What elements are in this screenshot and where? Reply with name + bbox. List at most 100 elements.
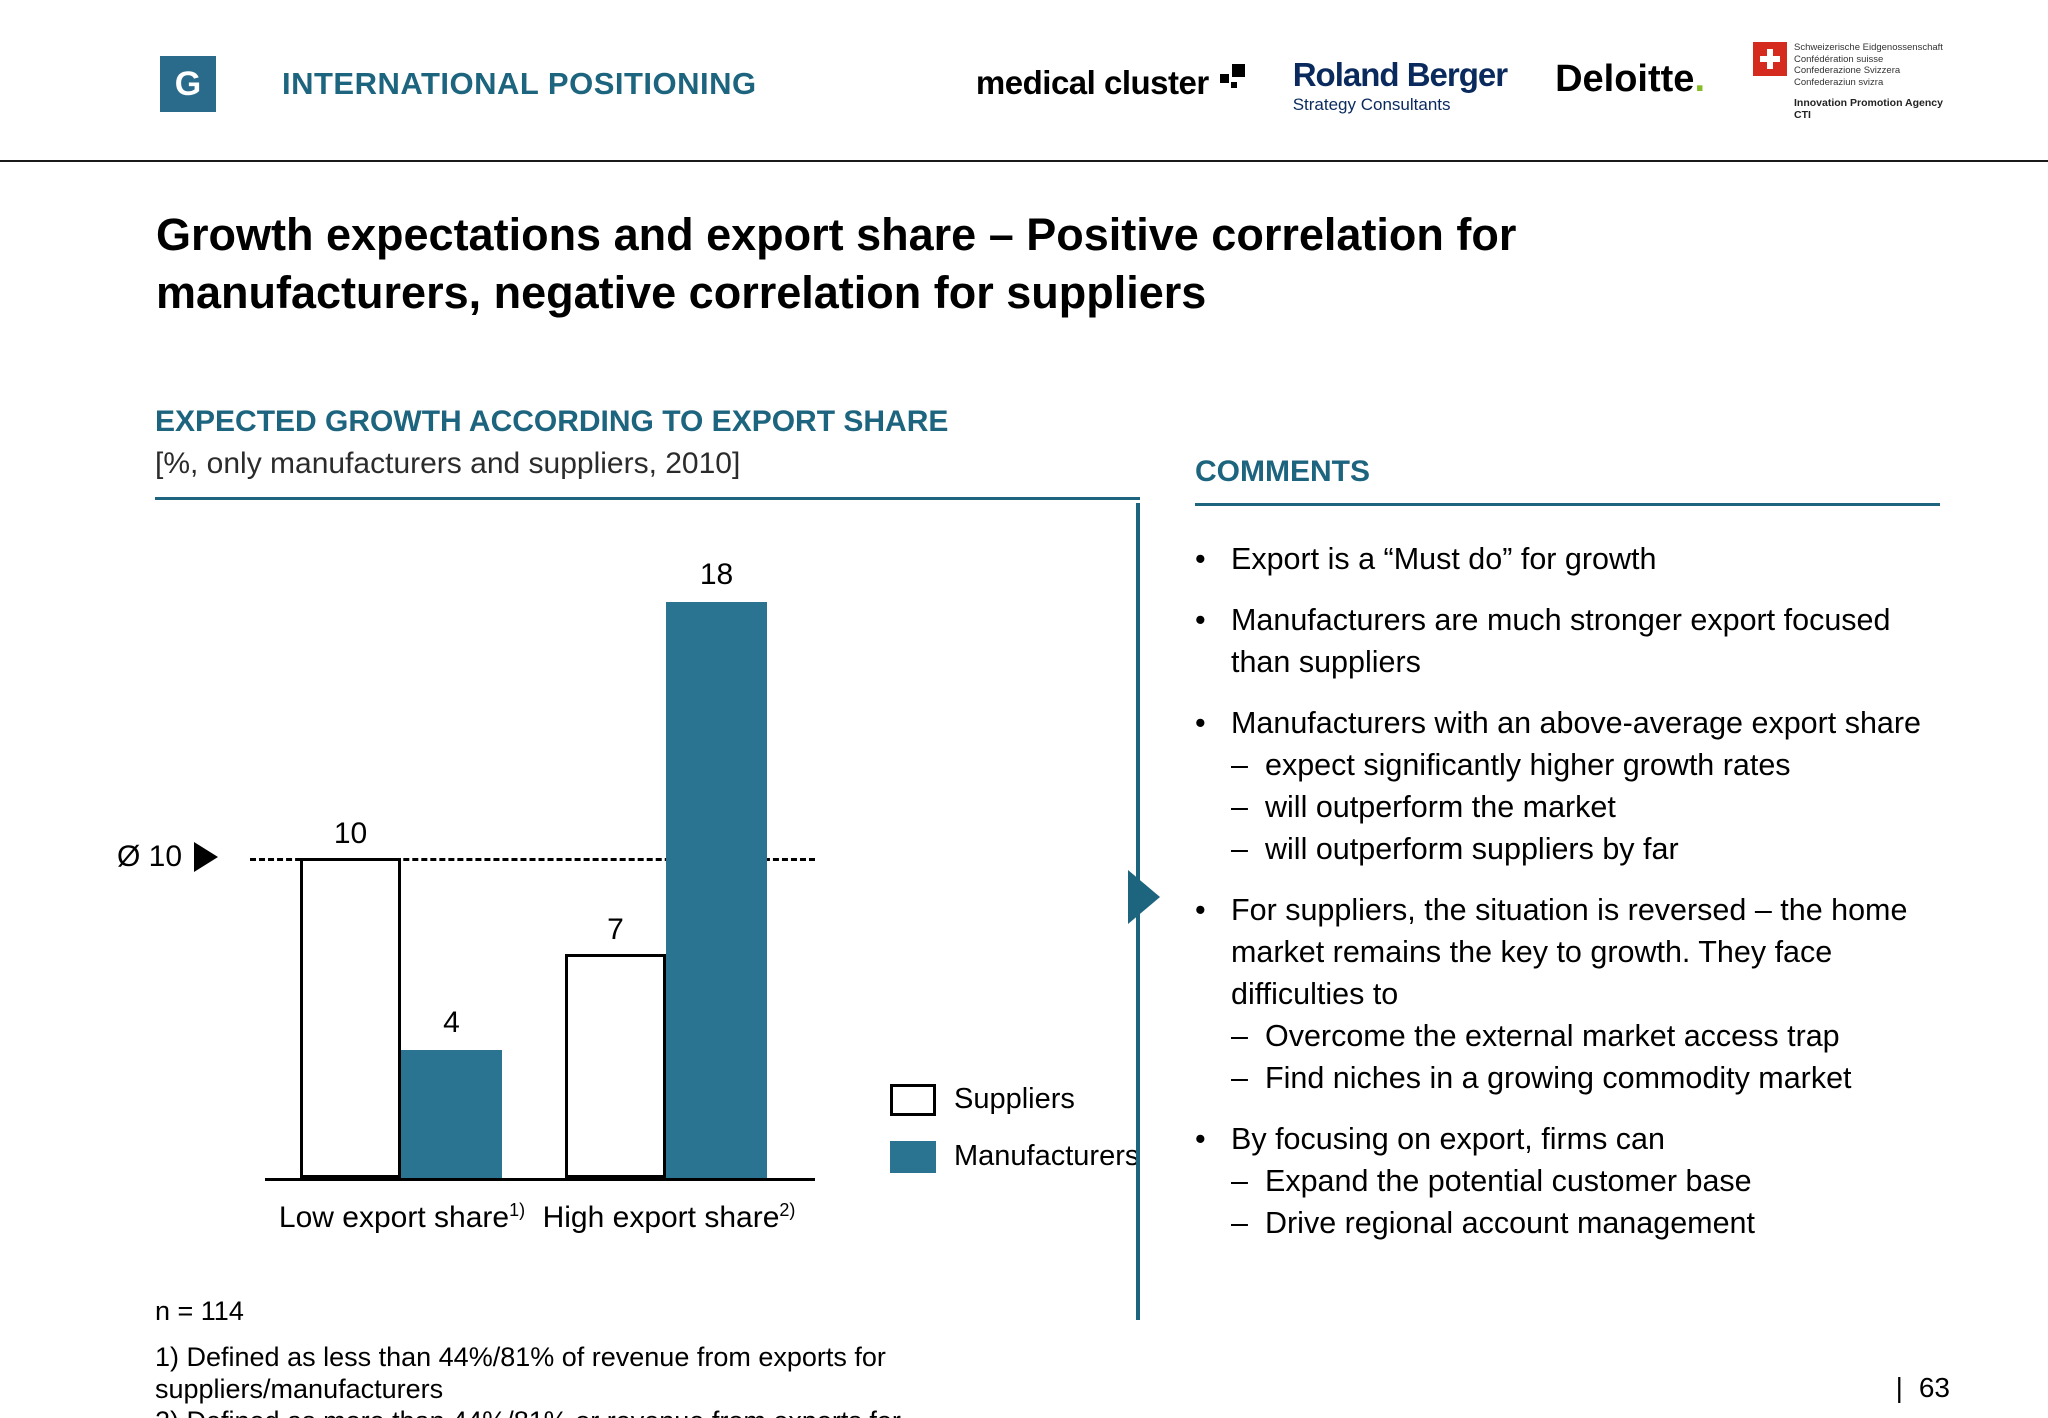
chart-heading: EXPECTED GROWTH ACCORDING TO EXPORT SHAR…: [155, 405, 949, 438]
comments-heading: COMMENTS: [1195, 455, 1370, 488]
divider-arrow-icon: [1128, 870, 1160, 924]
deloitte-wordmark: Deloitte: [1555, 58, 1695, 100]
average-label-text: Ø 10: [117, 840, 183, 873]
comments-list: • Export is a “Must do” for growth • Man…: [1195, 538, 1940, 1244]
header-divider: [0, 160, 2048, 162]
x-axis: [265, 1178, 815, 1181]
sub-text: Find niches in a growing commodity marke…: [1265, 1061, 1852, 1095]
list-item: • Manufacturers with an above-average ex…: [1195, 702, 1940, 870]
bullet-text-main: Manufacturers with an above-average expo…: [1231, 706, 1922, 740]
sub-item: – will outperform suppliers by far: [1231, 828, 1940, 870]
suppliers-swatch: [890, 1083, 936, 1116]
bullet-text-main: For suppliers, the situation is reversed…: [1231, 893, 1908, 1011]
sub-item: – will outperform the market: [1231, 786, 1940, 828]
medical-cluster-logo: medical cluster: [976, 64, 1245, 102]
roland-berger-subtitle: Strategy Consultants: [1292, 95, 1451, 114]
average-marker-icon: [194, 842, 219, 872]
sub-text: will outperform suppliers by far: [1265, 832, 1679, 866]
sub-item: – Expand the potential customer base: [1231, 1160, 1940, 1202]
deloitte-green-dot: .: [1694, 58, 1705, 100]
slide-title-line1: Growth expectations and export share – P…: [156, 209, 1517, 260]
bar-suppliers-low: 10: [300, 817, 401, 1178]
bullet-icon: •: [1195, 706, 1206, 740]
bar-chart: Ø 10 10 4 7 18 Low export: [117, 500, 1140, 1248]
roland-berger-wordmark: Roland Berger: [1292, 56, 1508, 93]
slide-title-line2: manufacturers, negative correlation for …: [156, 267, 1207, 318]
cti-agency-label: Innovation Promotion Agency CTI: [1794, 97, 1943, 121]
sub-text: will outperform the market: [1265, 790, 1616, 824]
bar-group-high-export: 7 18: [565, 558, 767, 1178]
average-label: Ø 10: [117, 840, 219, 874]
average-line: [250, 858, 815, 861]
slide-title: Growth expectations and export share – P…: [156, 206, 1516, 322]
dash-icon: –: [1231, 1061, 1248, 1095]
sub-item: – Overcome the external market access tra…: [1231, 1015, 1940, 1057]
sub-text: expect significantly higher growth rates: [1265, 748, 1791, 782]
chart-heading-rule: [155, 497, 1140, 500]
bar-value-label: 18: [699, 558, 734, 591]
swiss-confederation-logo: Schweizerische Eidgenossenschaft Confédé…: [1753, 42, 1953, 121]
footnote-ref: 1): [509, 1200, 526, 1220]
chart-section: EXPECTED GROWTH ACCORDING TO EXPORT SHAR…: [117, 405, 1140, 1418]
list-item: • Manufacturers are much stronger export…: [1195, 599, 1940, 683]
legend-item-suppliers: Suppliers: [890, 1083, 1139, 1116]
comments-section: COMMENTS • Export is a “Must do” for gro…: [1195, 405, 1940, 1263]
bullet-icon: •: [1195, 1122, 1206, 1156]
bar-value-label: 10: [333, 817, 368, 850]
section-letter-badge: G: [160, 56, 216, 112]
category-text: Low export share: [278, 1201, 510, 1234]
roland-berger-logo: Roland Berger Strategy Consultants: [1292, 56, 1508, 115]
list-item: • For suppliers, the situation is revers…: [1195, 889, 1940, 1099]
swiss-line: Confédération suisse: [1794, 53, 1884, 65]
dash-icon: –: [1231, 790, 1248, 824]
page-number: | 63: [1896, 1372, 1950, 1404]
bullet-text-main: By focusing on export, firms can: [1231, 1122, 1665, 1156]
footnote-1: 1) Defined as less than 44%/81% of reven…: [155, 1342, 886, 1404]
bullet-text: For suppliers, the situation is reversed…: [1231, 889, 1940, 1099]
category-text: High export share: [542, 1201, 780, 1234]
medical-cluster-wordmark: medical cluster: [975, 64, 1209, 101]
swiss-line: Schweizerische Eidgenossenschaft: [1794, 42, 1943, 53]
dash-icon: –: [1231, 1019, 1248, 1053]
swiss-line: Confederaziun svizra: [1794, 76, 1884, 88]
comments-heading-rule: [1195, 503, 1940, 506]
list-item: • By focusing on export, firms can – Expa…: [1195, 1118, 1940, 1244]
bar-value-label: 4: [443, 1006, 460, 1039]
chart-subtitle: [%, only manufacturers and suppliers, 20…: [155, 447, 741, 480]
list-item: • Export is a “Must do” for growth: [1195, 538, 1940, 580]
category-label-high-export: High export share2): [543, 1200, 796, 1235]
swiss-confederation-names: Schweizerische Eidgenossenschaft Confédé…: [1794, 42, 1943, 88]
page-number-value: 63: [1918, 1372, 1950, 1403]
dash-icon: –: [1231, 748, 1248, 782]
bullet-text: Export is a “Must do” for growth: [1231, 542, 1657, 576]
swiss-line: Confederazione Svizzera: [1794, 65, 1901, 76]
dash-icon: –: [1231, 1206, 1248, 1240]
footnote-ref: 2): [779, 1200, 796, 1220]
sample-size-label: n = 114: [155, 1296, 244, 1326]
bullet-text: By focusing on export, firms can – Expand…: [1231, 1118, 1940, 1244]
dash-icon: –: [1231, 832, 1248, 866]
bar-manufacturers-low: 4: [401, 1006, 502, 1178]
bar-group-low-export: 10 4: [300, 817, 502, 1178]
sub-item: – Find niches in a growing commodity mark…: [1231, 1057, 1940, 1099]
sub-text: Overcome the external market access trap: [1265, 1019, 1840, 1053]
legend-label: Suppliers: [954, 1083, 1075, 1115]
bullet-icon: •: [1195, 542, 1206, 576]
pixel-squares-icon: [1215, 64, 1245, 94]
bars: 10 4 7 18: [265, 500, 815, 1178]
legend-label: Manufacturers: [954, 1140, 1140, 1172]
bullet-icon: •: [1195, 893, 1206, 927]
footnotes: 1) Defined as less than 44%/81% of reven…: [155, 1341, 1140, 1418]
page-number-separator: |: [1895, 1372, 1903, 1403]
footnote-2: 2) Defined as more than 44%/81% or reven…: [155, 1405, 1140, 1418]
section-label: INTERNATIONAL POSITIONING: [282, 66, 757, 101]
swiss-flag-icon: [1753, 42, 1787, 76]
bullet-icon: •: [1195, 603, 1206, 637]
manufacturers-swatch: [890, 1140, 936, 1173]
bar-suppliers-high: 7: [565, 913, 666, 1178]
sub-item: – Drive regional account management: [1231, 1202, 1940, 1244]
sub-item: – expect significantly higher growth rate…: [1231, 744, 1940, 786]
bar-value-label: 7: [607, 913, 624, 946]
bullet-text: Manufacturers are much stronger export f…: [1231, 603, 1891, 679]
bar-manufacturers-high: 18: [666, 558, 767, 1178]
